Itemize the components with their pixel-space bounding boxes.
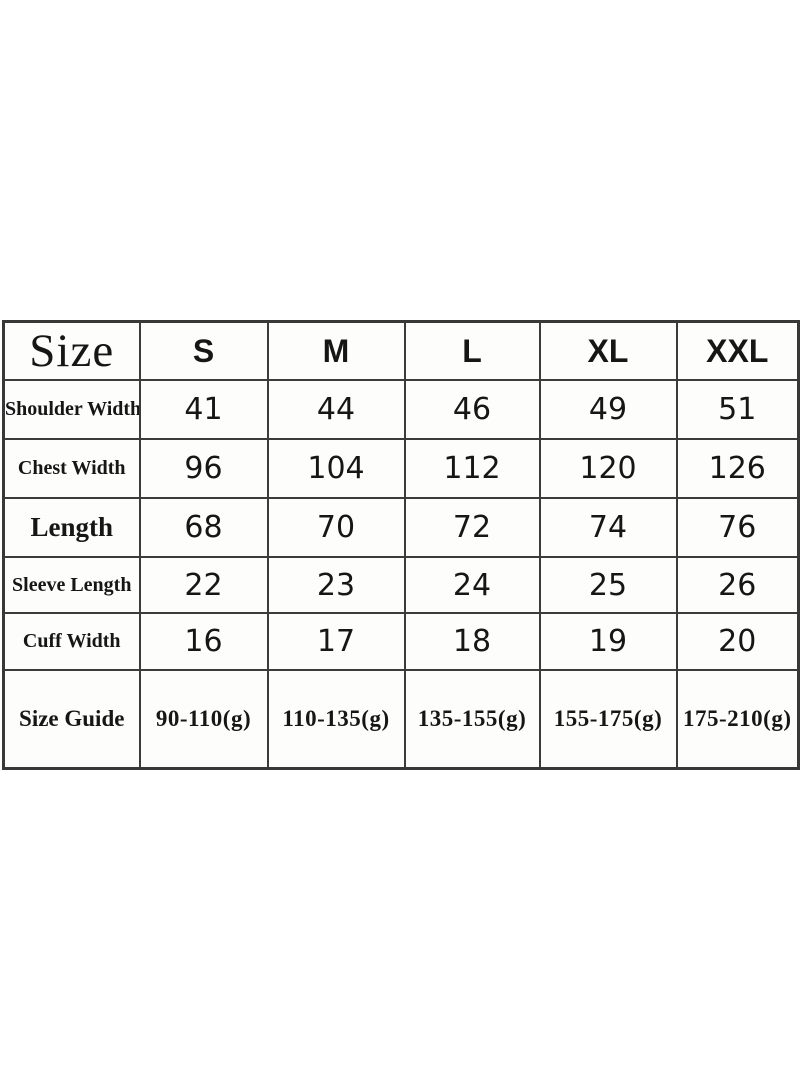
value-cell: 26 [675, 556, 800, 614]
weight-range-cell: 110-135(g) [266, 669, 406, 770]
table-row-length: Length 68 70 72 74 76 [2, 497, 800, 558]
weight-range-cell: 155-175(g) [538, 669, 678, 770]
value-cell: 112 [403, 438, 541, 499]
value-cell: 44 [266, 379, 406, 440]
value-cell: 18 [403, 612, 541, 671]
weight-range-cell: 175-210(g) [675, 669, 800, 770]
header-size-xl: XL [538, 320, 678, 381]
table-row-shoulder-width: Shoulder Width 41 44 46 49 51 [2, 379, 800, 440]
table-row-chest-width: Chest Width 96 104 112 120 126 [2, 438, 800, 499]
value-cell: 46 [403, 379, 541, 440]
value-cell: 49 [538, 379, 678, 440]
header-size-l: L [403, 320, 541, 381]
row-label-cuff-width: Cuff Width [2, 612, 141, 671]
value-cell: 17 [266, 612, 406, 671]
value-cell: 96 [138, 438, 269, 499]
table-row-size-guide: Size Guide 90-110(g) 110-135(g) 135-155(… [2, 669, 800, 770]
value-cell: 70 [266, 497, 406, 558]
table-row-cuff-width: Cuff Width 16 17 18 19 20 [2, 612, 800, 671]
value-cell: 126 [675, 438, 800, 499]
value-cell: 74 [538, 497, 678, 558]
header-size-xxl: XXL [675, 320, 800, 381]
value-cell: 51 [675, 379, 800, 440]
row-label-length: Length [2, 497, 141, 558]
value-cell: 19 [538, 612, 678, 671]
row-label-sleeve-length: Sleeve Length [2, 556, 141, 614]
value-cell: 76 [675, 497, 800, 558]
table-row-sleeve-length: Sleeve Length 22 23 24 25 26 [2, 556, 800, 614]
value-cell: 72 [403, 497, 541, 558]
value-cell: 23 [266, 556, 406, 614]
value-cell: 22 [138, 556, 269, 614]
header-corner-size: Size [2, 320, 141, 381]
header-size-m: M [266, 320, 406, 381]
row-label-shoulder-width: Shoulder Width [2, 379, 141, 440]
header-row: Size S M L XL XXL [2, 320, 800, 381]
value-cell: 41 [138, 379, 269, 440]
weight-range-cell: 90-110(g) [138, 669, 269, 770]
value-cell: 120 [538, 438, 678, 499]
value-cell: 68 [138, 497, 269, 558]
header-size-s: S [138, 320, 269, 381]
row-label-chest-width: Chest Width [2, 438, 141, 499]
weight-range-cell: 135-155(g) [403, 669, 541, 770]
value-cell: 20 [675, 612, 800, 671]
row-label-size-guide: Size Guide [2, 669, 141, 770]
value-cell: 25 [538, 556, 678, 614]
value-cell: 104 [266, 438, 406, 499]
value-cell: 16 [138, 612, 269, 671]
size-chart-table: Size S M L XL XXL Shoulder Width 41 44 4… [2, 320, 800, 770]
size-chart: Size S M L XL XXL Shoulder Width 41 44 4… [2, 320, 800, 770]
value-cell: 24 [403, 556, 541, 614]
